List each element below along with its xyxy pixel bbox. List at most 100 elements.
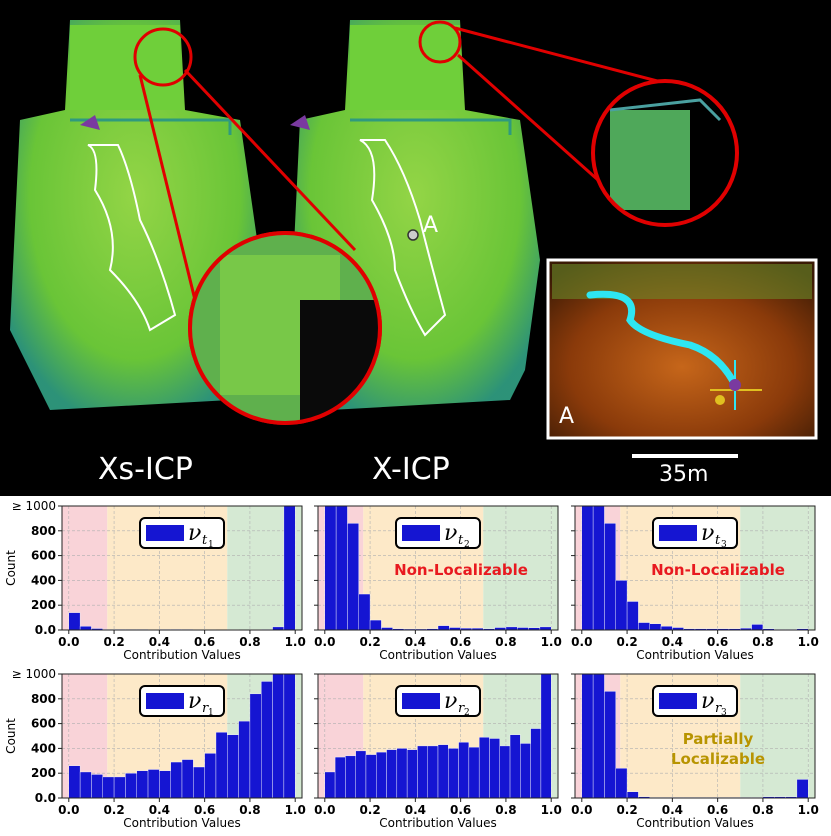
histogram-bar xyxy=(68,612,81,631)
histogram-bar xyxy=(358,593,371,631)
region-margin-left xyxy=(62,506,69,630)
histogram-bar xyxy=(448,748,459,799)
y-axis-label: Count xyxy=(4,550,18,586)
x-tick-label: 0.4 xyxy=(149,803,170,817)
x-tick-label: 0.6 xyxy=(194,803,215,817)
legend-subsubscript: 2 xyxy=(464,708,470,718)
x-tick-label: 0.2 xyxy=(359,803,380,817)
histogram-bar xyxy=(136,770,149,799)
histogram-bar xyxy=(437,744,449,799)
y-tick-label: ≥ 1000 xyxy=(12,499,56,513)
histogram-bar xyxy=(478,737,490,799)
contribution-histograms: 0.0 0.2 0.4 0.6 0.8 1.0 Contribution Values 0.0… xyxy=(4,499,819,830)
histogram-bar xyxy=(437,625,450,631)
inset-view-a xyxy=(546,258,818,440)
histogram-bar xyxy=(649,623,662,631)
x-tick-label: 0.2 xyxy=(103,803,124,817)
histogram-bar xyxy=(345,755,356,799)
legend-subscript: t xyxy=(715,533,721,548)
legend-label: ν xyxy=(701,689,714,714)
x-tick-label: 1.0 xyxy=(541,635,562,649)
histogram-bar xyxy=(79,771,92,799)
x-tick-label: 0.2 xyxy=(359,635,380,649)
histogram-bar xyxy=(458,741,470,799)
histogram-panel-2: 0.0 0.2 0.4 0.6 0.8 1.0 Contribution Values ν t 3… xyxy=(571,505,819,662)
histogram-bar xyxy=(334,756,346,799)
point-a-marker xyxy=(407,229,419,241)
histogram-bar xyxy=(581,505,594,631)
y-tick-label: 400 xyxy=(31,573,56,587)
x-tick-label: 0.0 xyxy=(58,635,79,649)
x-tick-label: 0.8 xyxy=(495,635,516,649)
y-tick-label: 200 xyxy=(31,766,56,780)
legend-swatch xyxy=(402,525,440,541)
x-tick-label: 0.2 xyxy=(616,635,637,649)
histogram-bar xyxy=(520,743,531,799)
x-tick-label: 0.8 xyxy=(239,635,260,649)
x-tick-label: 0.6 xyxy=(194,635,215,649)
x-tick-label: 0.0 xyxy=(58,803,79,817)
legend-swatch xyxy=(146,525,184,541)
x-axis-label: Contribution Values xyxy=(636,648,754,662)
histogram-bar xyxy=(406,749,418,799)
histogram-bar xyxy=(530,728,542,799)
histogram-bar xyxy=(499,745,511,799)
histogram-bar xyxy=(102,776,115,799)
legend-label: ν xyxy=(444,521,457,546)
histogram-panel-3: 0.0 0.2 0.4 0.6 0.8 1.0 Contribution Values 0.0… xyxy=(4,667,306,830)
region-margin-left xyxy=(318,506,325,630)
legend-subsubscript: 3 xyxy=(721,540,727,550)
y-tick-label: ≥ 1000 xyxy=(12,667,56,681)
histogram-bar xyxy=(427,745,439,799)
histogram-bar xyxy=(376,751,387,799)
x-axis-label: Contribution Values xyxy=(379,816,497,830)
x-icp-label: X-ICP xyxy=(372,452,450,487)
map-visualization xyxy=(10,20,818,458)
region-margin-left xyxy=(62,674,69,798)
histogram-bar xyxy=(638,622,650,631)
legend-label: ν xyxy=(444,689,457,714)
histogram-bar xyxy=(489,738,500,799)
plot-frame xyxy=(574,673,816,799)
histogram-bar xyxy=(193,766,205,799)
histogram-bar xyxy=(283,505,296,631)
annotation-text: Non-Localizable xyxy=(651,561,785,579)
region-margin-right xyxy=(551,674,558,798)
histogram-bar xyxy=(592,673,605,799)
histogram-bar xyxy=(509,734,521,799)
x-tick-label: 1.0 xyxy=(798,635,819,649)
legend-subscript: r xyxy=(715,701,722,716)
histogram-bar xyxy=(468,746,480,799)
histogram-bar xyxy=(227,734,239,799)
x-tick-label: 0.0 xyxy=(314,803,335,817)
legend-label: ν xyxy=(701,521,714,546)
annotation-text: Localizable xyxy=(671,750,765,768)
legend-subscript: r xyxy=(458,701,465,716)
legend-subscript: t xyxy=(458,533,464,548)
histogram-bar xyxy=(369,619,382,631)
region-margin-left xyxy=(318,674,325,798)
y-tick-label: 0.0 xyxy=(35,623,56,637)
histogram-bar xyxy=(238,720,251,799)
x-tick-label: 1.0 xyxy=(285,635,306,649)
histogram-bar xyxy=(324,771,336,799)
y-tick-label: 200 xyxy=(31,598,56,612)
plot-frame xyxy=(317,673,559,799)
y-tick-label: 400 xyxy=(31,741,56,755)
x-tick-label: 0.4 xyxy=(149,635,170,649)
histogram-bar xyxy=(365,754,377,799)
histogram-bar xyxy=(355,750,367,799)
histogram-bar xyxy=(170,761,183,799)
y-tick-label: 600 xyxy=(31,717,56,731)
region-margin-right xyxy=(551,506,558,630)
y-tick-label: 800 xyxy=(31,692,56,706)
histogram-bar xyxy=(604,523,616,631)
x-axis-label: Contribution Values xyxy=(379,648,497,662)
x-tick-label: 0.6 xyxy=(450,803,471,817)
histogram-bar xyxy=(79,626,92,631)
histogram-bar xyxy=(324,505,337,631)
histogram-panel-4: 0.0 0.2 0.4 0.6 0.8 1.0 Contribution Values ν r 2 xyxy=(314,673,562,830)
histogram-bar xyxy=(113,776,126,799)
x-tick-label: 0.0 xyxy=(571,635,592,649)
x-tick-label: 0.2 xyxy=(616,803,637,817)
